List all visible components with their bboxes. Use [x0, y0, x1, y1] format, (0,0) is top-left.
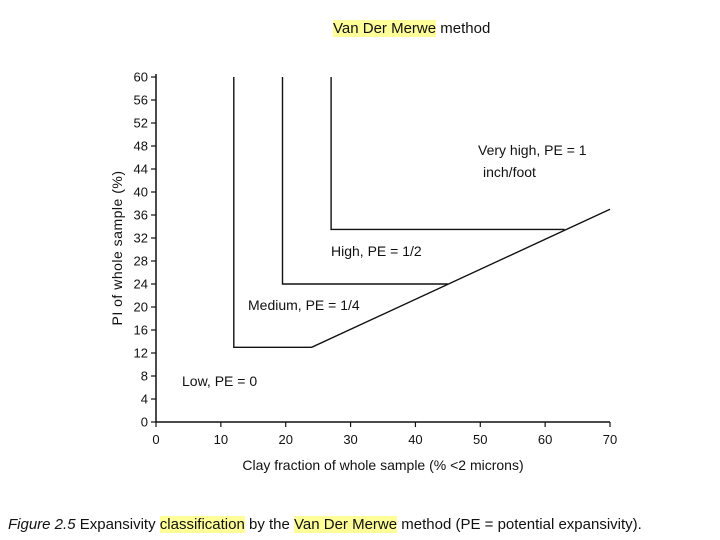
caption-figure-number: Figure 2.5 — [8, 516, 76, 533]
y-tick-label: 4 — [141, 392, 148, 407]
y-tick-label: 36 — [134, 208, 148, 223]
boundary-medium-high — [281, 77, 448, 285]
region-label-low: Low, PE = 0 — [182, 373, 258, 389]
y-tick-label: 52 — [134, 116, 148, 131]
x-tick-label: 0 — [152, 432, 159, 447]
boundary-high-very-high — [330, 77, 565, 231]
y-axis-label: PI of whole sample (%) — [109, 171, 125, 326]
y-tick-label: 56 — [134, 93, 148, 108]
y-tick-label: 20 — [134, 300, 148, 315]
region-label-high: High, PE = 1/2 — [331, 243, 422, 259]
caption-text-2: by the — [244, 516, 295, 533]
boundary-low-medium — [233, 77, 611, 348]
x-tick-label: 20 — [278, 432, 292, 447]
chart-title-rest: method — [436, 20, 491, 37]
y-tick-label: 60 — [134, 70, 148, 85]
y-tick-label: 16 — [134, 323, 148, 338]
x-axis-label: Clay fraction of whole sample (% <2 micr… — [242, 457, 523, 473]
caption-text-1: Expansivity — [79, 516, 160, 533]
x-tick-label: 50 — [473, 432, 487, 447]
x-tick-label: 40 — [408, 432, 422, 447]
y-tick-label: 24 — [134, 277, 148, 292]
region-label-medium: Medium, PE = 1/4 — [248, 297, 360, 313]
x-tick-label: 30 — [343, 432, 357, 447]
chart-title-highlight: Van Der Merwe — [333, 20, 437, 37]
figure-caption: Figure 2.5 Expansivity classification by… — [8, 516, 642, 533]
y-tick-label: 48 — [134, 139, 148, 154]
y-tick-label: 12 — [134, 346, 148, 361]
region-label-very-high-line1: Very high, PE = 1 — [478, 142, 587, 158]
caption-text-3: method (PE = potential expansivity). — [397, 516, 642, 533]
y-tick-label: 40 — [134, 185, 148, 200]
chart-title: Van Der Merwe method — [333, 20, 490, 37]
y-tick-label: 0 — [141, 415, 148, 430]
boundary-lines — [233, 77, 611, 348]
x-tick-label: 60 — [538, 432, 552, 447]
region-label-very-high: Very high, PE = 1 inch/foot — [478, 142, 587, 181]
region-label-very-high-line2: inch/foot — [483, 164, 536, 180]
x-tick-label: 10 — [214, 432, 228, 447]
caption-highlight-method: Van Der Merwe — [294, 516, 398, 533]
x-axis-ticks: 0 10 20 30 40 50 60 70 — [152, 422, 617, 447]
y-tick-label: 32 — [134, 231, 148, 246]
x-tick-label: 70 — [603, 432, 617, 447]
caption-highlight-classification: classification — [159, 516, 245, 533]
y-tick-label: 28 — [134, 254, 148, 269]
y-tick-label: 44 — [134, 162, 148, 177]
y-tick-label: 8 — [141, 369, 148, 384]
